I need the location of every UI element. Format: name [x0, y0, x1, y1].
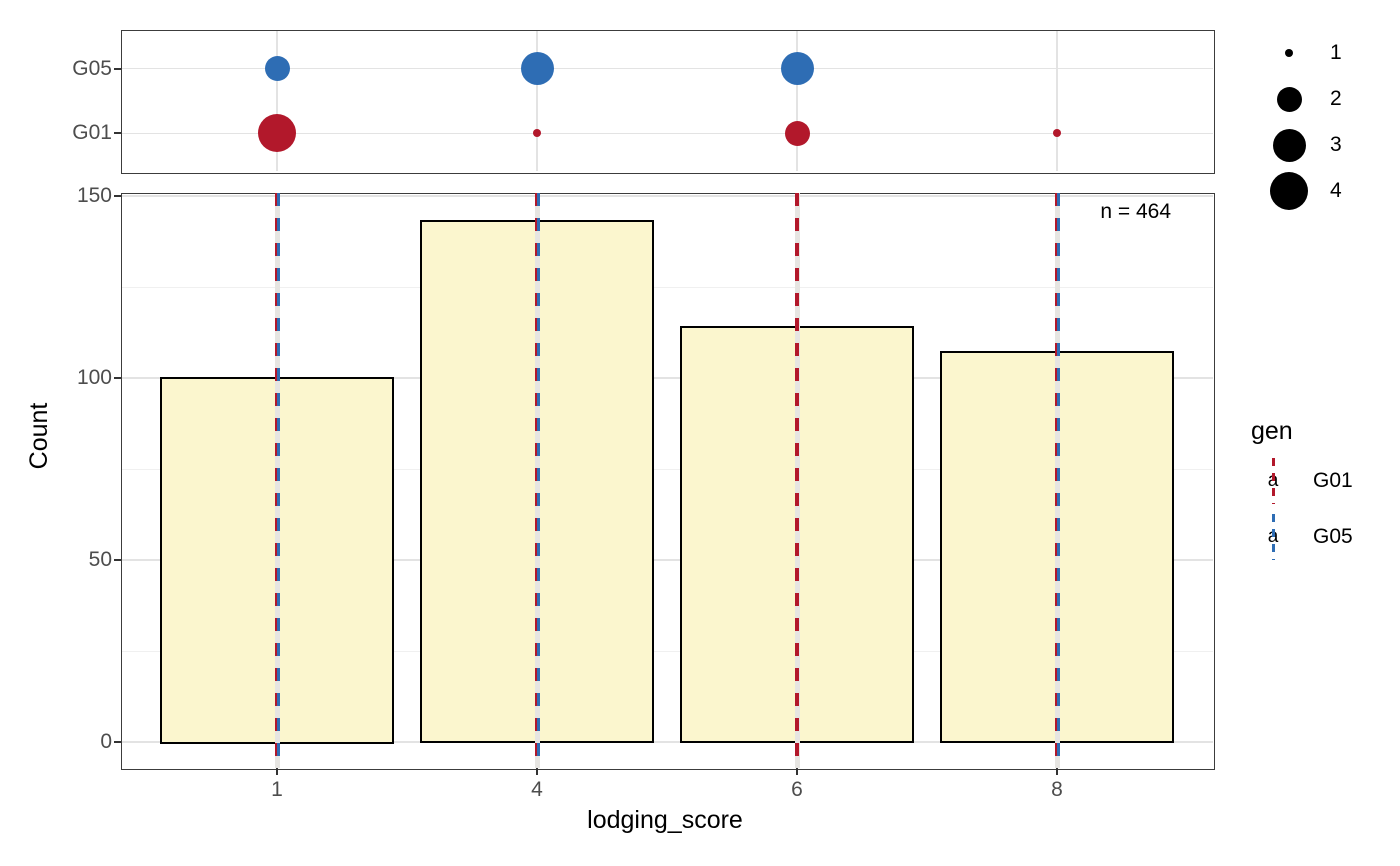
y-tick-top-panel — [114, 132, 121, 135]
grid-line-minor — [121, 650, 1213, 652]
size-legend-circle-1 — [1285, 49, 1293, 57]
gen-legend-label-G01: G01 — [1313, 469, 1353, 492]
grid-line-major — [121, 741, 1213, 743]
grid-line-major — [121, 559, 1213, 561]
size-legend-circle-4 — [1270, 172, 1308, 210]
grid-line-x — [1056, 31, 1058, 171]
x-tick-label-6: 6 — [791, 778, 803, 801]
gen-legend-title: gen — [1251, 417, 1293, 445]
vline-dashed-red — [1054, 193, 1057, 768]
size-legend-label-3: 3 — [1330, 133, 1342, 156]
grid-line-minor — [121, 468, 1213, 470]
vline-dashed-red — [534, 193, 537, 768]
x-tick-label-8: 8 — [1051, 778, 1063, 801]
bubble-point-G05 — [264, 56, 290, 82]
size-legend-circle-3 — [1272, 128, 1306, 162]
bubble-point-G01 — [1053, 129, 1061, 138]
x-tick — [536, 768, 538, 775]
bubble-panel-border — [121, 30, 1215, 174]
size-legend-label-1: 1 — [1330, 41, 1342, 64]
y-tick-label-0: 0 — [100, 730, 112, 753]
y-tick-top-panel — [114, 67, 121, 70]
vline-dashed-red — [795, 193, 799, 768]
x-tick-label-4: 4 — [531, 778, 543, 801]
grid-line-major — [121, 377, 1213, 379]
y-tick-label-G01: G01 — [72, 121, 112, 145]
vline-dashed-blue — [1057, 193, 1060, 768]
x-axis-title: lodging_score — [587, 806, 743, 834]
x-tick — [1056, 768, 1058, 775]
size-legend-label-2: 2 — [1330, 87, 1342, 110]
vline-dashed-blue — [537, 193, 540, 768]
x-tick — [796, 768, 798, 775]
size-legend-circle-2 — [1276, 86, 1302, 112]
bubble-point-G05 — [780, 52, 814, 86]
grid-line-major — [121, 195, 1213, 197]
bubble-point-G01 — [258, 114, 296, 153]
y-tick-main-panel — [114, 195, 121, 197]
gen-legend-label-G05: G05 — [1313, 525, 1353, 548]
y-tick-main-panel — [114, 741, 121, 743]
grid-line-row — [121, 67, 1213, 70]
sample-size-annotation: n = 464 — [1100, 200, 1171, 223]
grid-line-x — [276, 31, 278, 171]
gen-legend-key-line-G01 — [1271, 458, 1275, 504]
y-axis-title: Count — [25, 402, 53, 470]
vline-dashed-blue — [277, 193, 280, 768]
gen-legend-key-line-G05 — [1271, 514, 1275, 560]
y-tick-label-100: 100 — [76, 366, 112, 389]
bubble-point-G05 — [520, 52, 554, 86]
y-tick-main-panel — [114, 377, 121, 379]
y-tick-main-panel — [114, 559, 121, 561]
vline-dashed-red — [274, 193, 277, 768]
y-tick-label-150: 150 — [76, 184, 112, 207]
y-tick-label-50: 50 — [88, 548, 112, 571]
grid-line-x — [536, 31, 538, 171]
x-tick-label-1: 1 — [271, 778, 283, 801]
grid-line-x — [796, 31, 798, 171]
x-tick — [276, 768, 278, 775]
y-tick-label-G05: G05 — [72, 56, 112, 80]
grid-line-minor — [121, 286, 1213, 288]
size-legend-label-4: 4 — [1330, 179, 1342, 202]
bubble-point-G01 — [533, 129, 541, 138]
grid-line-row — [121, 132, 1213, 135]
bubble-point-G01 — [784, 120, 810, 146]
